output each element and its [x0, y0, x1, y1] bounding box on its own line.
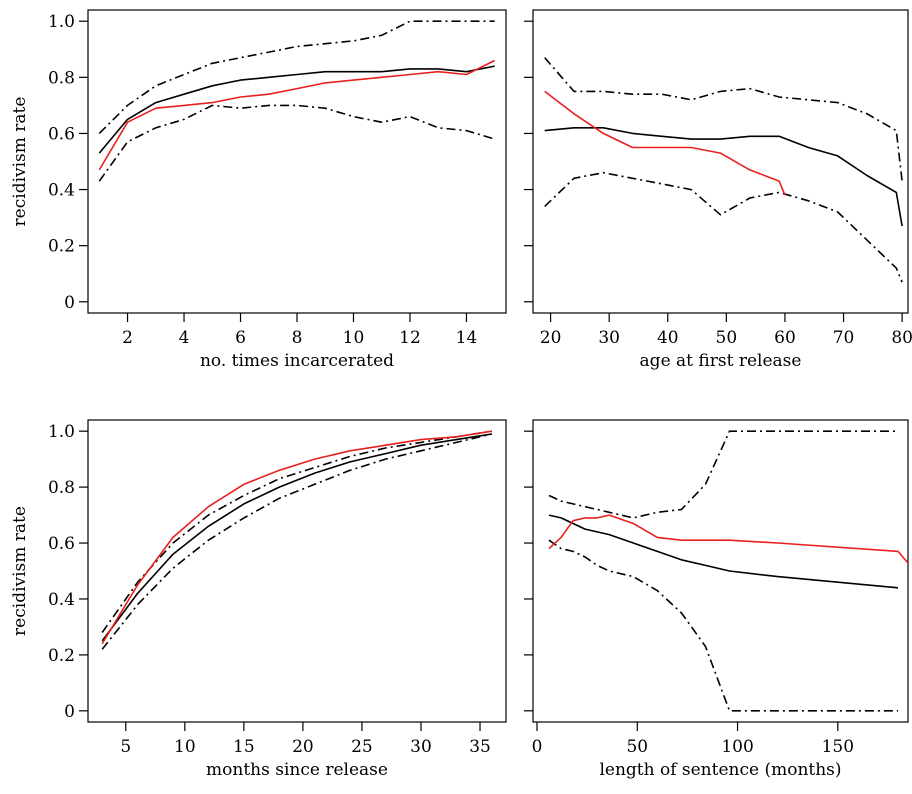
series-line-band — [544, 57, 903, 182]
series-group — [548, 430, 908, 712]
plot-frame — [87, 419, 507, 723]
series-line-red — [98, 59, 496, 171]
y-tick-label: 0 — [64, 702, 75, 722]
x-tick-label: 6 — [235, 328, 246, 348]
series-group — [101, 430, 492, 650]
x-tick-label: 35 — [469, 737, 491, 757]
y-tick-label: 0.8 — [48, 68, 75, 88]
series-line-red — [101, 430, 492, 645]
x-axis-label: months since release — [206, 760, 388, 780]
x-tick-label: 50 — [626, 737, 648, 757]
x-tick-label: 8 — [292, 328, 303, 348]
y-tick-label: 1.0 — [48, 422, 75, 442]
plot-frame — [532, 419, 909, 723]
y-tick-label: 0.6 — [48, 124, 75, 144]
plot-frame — [87, 9, 507, 314]
y-tick-label: 0.2 — [48, 646, 75, 666]
series-line-black — [548, 514, 899, 589]
series-line-black — [544, 127, 903, 227]
x-tick-label: 2 — [122, 328, 133, 348]
series-line-band — [98, 104, 495, 182]
x-tick-label: 20 — [540, 328, 562, 348]
x-tick-label: 50 — [716, 328, 738, 348]
x-tick-label: 10 — [343, 328, 365, 348]
x-tick-label: 10 — [174, 737, 196, 757]
x-tick-label: 0 — [532, 737, 543, 757]
chart-panel-3: 5 10 15 20 25 30 35 0 0.2 0.4 0.6 0.8 1.0 months sinc… — [10, 419, 507, 780]
y-tick-label: 0.4 — [48, 590, 75, 610]
chart-panel-2: 20 30 40 50 60 70 80 age at first release — [524, 9, 912, 371]
chart-panel-4: 0 50 100 150 length of sentence (months) — [524, 419, 909, 780]
x-tick-label: 100 — [721, 737, 753, 757]
y-tick-label: 1.0 — [48, 12, 75, 32]
series-line-red — [544, 90, 786, 196]
x-tick-label: 60 — [774, 328, 796, 348]
series-group — [544, 57, 903, 283]
series-group — [98, 20, 496, 182]
x-tick-label: 40 — [657, 328, 679, 348]
x-tick-label: 30 — [410, 737, 432, 757]
x-axis-label: no. times incarcerated — [200, 351, 394, 371]
y-tick-label: 0.6 — [48, 534, 75, 554]
series-line-band — [548, 539, 898, 712]
x-tick-label: 20 — [292, 737, 314, 757]
y-tick-label: 0 — [64, 293, 75, 313]
x-axis-label: length of sentence (months) — [599, 760, 841, 780]
x-tick-label: 4 — [179, 328, 190, 348]
series-line-band — [101, 430, 492, 633]
x-tick-label: 80 — [891, 328, 912, 348]
x-tick-label: 5 — [120, 737, 131, 757]
x-tick-label: 25 — [351, 737, 373, 757]
x-tick-label: 12 — [399, 328, 421, 348]
x-tick-label: 15 — [233, 737, 255, 757]
x-tick-label: 14 — [456, 328, 478, 348]
y-tick-label: 0.2 — [48, 237, 75, 257]
chart-panel-1: 2 4 6 8 10 12 14 0 0.2 0.4 0.6 0.8 1.0 no. times inca… — [10, 9, 507, 371]
series-line-red — [548, 514, 908, 565]
y-axis-label: recidivism rate — [10, 97, 30, 227]
series-line-band — [548, 430, 898, 519]
x-tick-label: 30 — [598, 328, 620, 348]
plot-frame — [532, 9, 909, 314]
series-line-band — [98, 20, 495, 134]
y-axis-label: recidivism rate — [10, 506, 30, 636]
x-tick-label: 150 — [822, 737, 854, 757]
series-line-black — [98, 65, 495, 154]
series-line-band — [544, 171, 903, 283]
x-tick-label: 70 — [833, 328, 855, 348]
x-axis-label: age at first release — [640, 351, 802, 371]
y-tick-label: 0.4 — [48, 181, 75, 201]
series-line-band — [101, 433, 492, 650]
y-tick-label: 0.8 — [48, 478, 75, 498]
series-line-black — [101, 433, 492, 642]
